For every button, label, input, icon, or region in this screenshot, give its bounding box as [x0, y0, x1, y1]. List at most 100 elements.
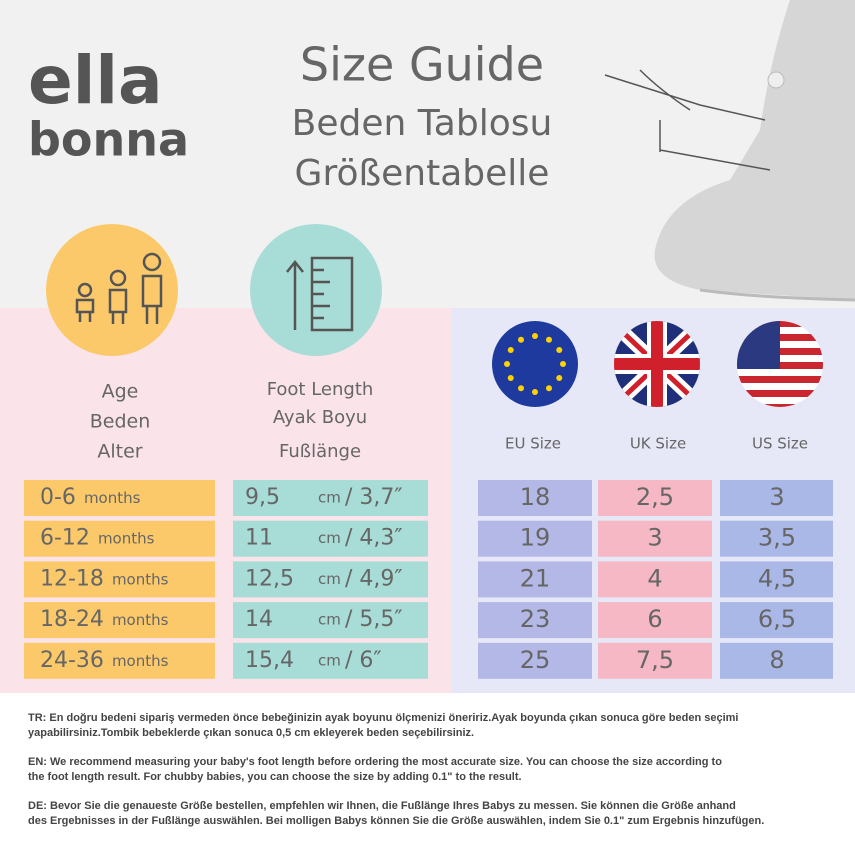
- us-size: 3: [769, 483, 784, 511]
- age-unit: months: [112, 570, 169, 588]
- age: 0-6 months: [40, 485, 141, 510]
- us-flag: [737, 321, 823, 407]
- us-cell: [720, 642, 833, 679]
- age-cell: [24, 602, 215, 639]
- star: [507, 347, 514, 353]
- uk-size: 2,5: [636, 483, 674, 511]
- uk-size: 7,5: [636, 646, 674, 674]
- age: 24-36 months: [40, 648, 169, 673]
- star: [518, 385, 524, 392]
- note-line: EN: We recommend measuring your baby's f…: [28, 756, 722, 768]
- age-cell: [24, 642, 215, 679]
- foot-in: / 5,5″: [345, 607, 403, 632]
- age-value: 0-6: [40, 485, 76, 510]
- star: [532, 389, 538, 395]
- us-size: 6,5: [758, 605, 796, 633]
- title: Size Guide: [300, 38, 544, 92]
- size-table: 0-6 months 9,5 cm / 3,7″ 18 2,5 3 6-12 months 11 cm…: [24, 480, 833, 679]
- subtitle: Größentabelle: [295, 153, 550, 194]
- uk-cell: [598, 642, 712, 679]
- eu-flag: [492, 321, 578, 407]
- header: EU Size: [505, 435, 561, 453]
- age: 6-12 months: [40, 526, 155, 551]
- foot-in: / 4,9″: [345, 566, 403, 591]
- note-line: TR: En doğru bedeni sipariş vermeden önc…: [28, 712, 738, 724]
- note-line: DE: Bevor Sie die genaueste Größe bestel…: [28, 800, 736, 812]
- star: [504, 361, 510, 367]
- age: 12-18 months: [40, 566, 169, 591]
- cm-unit: cm: [318, 570, 341, 588]
- age-value: 24-36: [40, 648, 104, 673]
- foot-cm: 11: [245, 526, 273, 551]
- age-unit: months: [98, 529, 155, 547]
- cm-unit: cm: [318, 611, 341, 629]
- foot-in: / 6″: [345, 648, 382, 673]
- note-line: yapabilirsiniz.Tombik bebeklerde çıkan s…: [28, 727, 474, 739]
- foot-cm: 14: [245, 607, 273, 632]
- uk-cell: [598, 561, 712, 598]
- header: UK Size: [630, 435, 686, 453]
- foot-cm: 9,5: [245, 485, 280, 510]
- star: [560, 361, 566, 367]
- foot-cell: [233, 602, 428, 639]
- boot-illustration: [604, 0, 855, 302]
- foot-cm: 15,4: [245, 648, 294, 673]
- header: Alter: [97, 441, 142, 463]
- eu-size: 18: [520, 483, 551, 511]
- star: [556, 347, 563, 353]
- age-value: 6-12: [40, 526, 90, 551]
- us-cell: [720, 602, 833, 639]
- uk-cell: [598, 520, 712, 557]
- us-size: 4,5: [758, 564, 796, 592]
- eu-cell: [478, 642, 592, 679]
- logo: bonna: [28, 113, 189, 167]
- uk-size: 3: [647, 524, 662, 552]
- star: [532, 333, 538, 339]
- us-size: 8: [769, 646, 784, 674]
- age: 18-24 months: [40, 607, 169, 632]
- cm-unit: cm: [318, 529, 341, 547]
- eu-cell: [478, 561, 592, 598]
- uk-cell: [598, 480, 712, 516]
- stripe: [737, 404, 823, 407]
- eu-size: 21: [520, 564, 551, 592]
- header: Foot Length: [267, 379, 374, 400]
- foot-cell: [233, 520, 428, 557]
- notes: TR: En doğru bedeni sipariş vermeden önc…: [28, 712, 764, 827]
- note-line: the foot length result. For chubby babie…: [28, 771, 522, 783]
- star: [546, 385, 552, 392]
- age-value: 12-18: [40, 566, 104, 591]
- foot-cell: [233, 561, 428, 598]
- header: US Size: [752, 435, 808, 453]
- star: [546, 336, 552, 343]
- star: [556, 375, 563, 381]
- header: Fußlänge: [279, 441, 361, 462]
- eu-size: 19: [520, 524, 551, 552]
- age-unit: months: [112, 611, 169, 629]
- stripe: [737, 390, 823, 397]
- header: Beden: [90, 411, 151, 433]
- eu-cell: [478, 602, 592, 639]
- foot-cell: [233, 642, 428, 679]
- logo: ella: [28, 42, 163, 119]
- us-cell: [720, 480, 833, 516]
- people-icon: [75, 252, 163, 324]
- age-unit: months: [84, 489, 141, 507]
- age-cell: [24, 480, 215, 516]
- foot-in: / 4,3″: [345, 526, 403, 551]
- eu-size: 23: [520, 605, 551, 633]
- foot-cell: [233, 480, 428, 516]
- stripe: [737, 376, 823, 383]
- subtitle: Beden Tablosu: [292, 103, 553, 144]
- note-line: des Ergebnisses in der Fußlänge auswähle…: [28, 815, 764, 827]
- uk-cell: [598, 602, 712, 639]
- us-size: 3,5: [758, 524, 796, 552]
- eu-cell: [478, 520, 592, 557]
- foot-icon: [250, 224, 382, 356]
- age-cell: [24, 520, 215, 557]
- us-cell: [720, 561, 833, 598]
- star: [518, 336, 524, 343]
- header: Ayak Boyu: [273, 407, 367, 428]
- foot-in: / 3,7″: [345, 485, 403, 510]
